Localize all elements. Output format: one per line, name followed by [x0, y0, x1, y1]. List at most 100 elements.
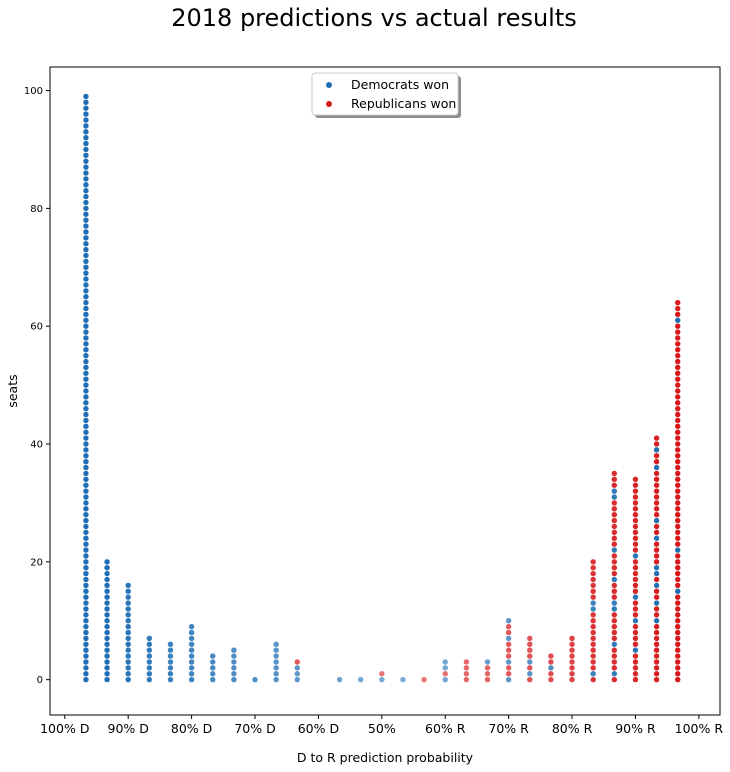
point-republican-won	[674, 458, 681, 465]
point-democrat-won	[167, 670, 174, 677]
y-axis-label: seats	[5, 374, 20, 407]
point-republican-won	[632, 676, 639, 683]
point-democrat-won	[125, 617, 132, 624]
data-points	[82, 93, 681, 683]
point-republican-won	[653, 482, 660, 489]
point-democrat-won	[611, 493, 618, 501]
point-republican-won	[674, 629, 681, 636]
point-republican-won	[653, 529, 660, 536]
point-democrat-won	[82, 181, 90, 188]
point-republican-won	[632, 482, 639, 489]
point-democrat-won	[188, 647, 195, 654]
point-republican-won	[674, 647, 681, 654]
point-republican-won	[674, 470, 681, 477]
point-democrat-won	[442, 676, 449, 683]
point-democrat-won	[103, 570, 111, 577]
point-republican-won	[611, 611, 618, 618]
point-democrat-won	[82, 676, 90, 683]
point-democrat-won	[146, 664, 153, 671]
point-republican-won	[590, 664, 597, 671]
point-democrat-won	[82, 570, 90, 577]
point-democrat-won	[230, 647, 237, 654]
point-republican-won	[674, 411, 681, 418]
point-republican-won	[611, 482, 618, 489]
point-democrat-won	[82, 552, 90, 560]
point-republican-won	[632, 535, 639, 542]
point-democrat-won	[251, 676, 259, 683]
point-democrat-won	[82, 652, 90, 660]
point-democrat-won	[82, 529, 90, 536]
point-democrat-won	[82, 370, 90, 377]
point-republican-won	[611, 505, 618, 512]
point-republican-won	[674, 328, 681, 336]
point-republican-won	[674, 493, 681, 501]
point-republican-won	[674, 340, 681, 347]
point-republican-won	[653, 541, 660, 548]
point-republican-won	[653, 664, 660, 671]
point-democrat-won	[82, 423, 90, 430]
point-republican-won	[674, 417, 681, 424]
point-democrat-won	[273, 670, 280, 677]
point-republican-won	[294, 658, 301, 666]
point-democrat-won	[82, 387, 90, 395]
point-democrat-won	[103, 658, 111, 666]
point-republican-won	[653, 641, 660, 648]
point-republican-won	[653, 658, 660, 666]
point-republican-won	[674, 505, 681, 512]
point-republican-won	[632, 605, 639, 613]
point-republican-won	[674, 387, 681, 395]
point-democrat-won	[209, 658, 216, 666]
point-republican-won	[653, 552, 660, 560]
point-democrat-won	[167, 658, 174, 666]
point-republican-won	[505, 647, 512, 654]
point-democrat-won	[505, 658, 512, 666]
point-democrat-won	[82, 641, 90, 648]
point-democrat-won	[505, 676, 512, 683]
x-tick-label: 70% R	[488, 721, 529, 736]
point-democrat-won	[82, 311, 90, 318]
point-democrat-won	[125, 658, 132, 666]
point-democrat-won	[82, 140, 90, 147]
x-tick-label: 100% R	[675, 721, 724, 736]
point-republican-won	[632, 588, 639, 595]
point-democrat-won	[82, 517, 90, 524]
point-democrat-won	[103, 594, 111, 601]
point-republican-won	[611, 470, 618, 477]
point-democrat-won	[188, 623, 195, 630]
point-republican-won	[632, 499, 639, 507]
point-republican-won	[674, 511, 681, 518]
point-republican-won	[632, 529, 639, 536]
point-republican-won	[505, 629, 512, 636]
point-democrat-won	[209, 676, 216, 683]
point-democrat-won	[82, 169, 90, 177]
point-democrat-won	[82, 240, 90, 247]
axis-ticks: 0 20 40 60 80 100 100% D 90% D 80% D 70% D 60% D 50…	[24, 86, 723, 736]
point-democrat-won	[82, 452, 90, 459]
point-republican-won	[674, 635, 681, 642]
point-republican-won	[526, 635, 533, 642]
point-democrat-won	[378, 676, 385, 683]
point-democrat-won	[82, 99, 90, 106]
point-republican-won	[674, 305, 681, 312]
point-republican-won	[674, 423, 681, 430]
point-republican-won	[653, 440, 660, 448]
point-republican-won	[611, 535, 618, 542]
point-republican-won	[653, 623, 660, 630]
point-democrat-won	[125, 641, 132, 648]
point-democrat-won	[167, 641, 174, 648]
x-tick-label: 80% R	[552, 721, 593, 736]
point-democrat-won	[82, 594, 90, 601]
point-republican-won	[674, 658, 681, 666]
point-republican-won	[674, 440, 681, 448]
point-republican-won	[421, 676, 428, 683]
point-democrat-won	[230, 652, 237, 660]
point-democrat-won	[632, 617, 639, 624]
point-democrat-won	[82, 376, 90, 383]
point-democrat-won	[82, 399, 90, 406]
point-democrat-won	[82, 599, 90, 607]
point-democrat-won	[82, 505, 90, 512]
point-democrat-won	[484, 658, 491, 666]
legend-marker-democrats	[326, 82, 332, 88]
point-republican-won	[674, 641, 681, 648]
point-democrat-won	[82, 281, 90, 289]
